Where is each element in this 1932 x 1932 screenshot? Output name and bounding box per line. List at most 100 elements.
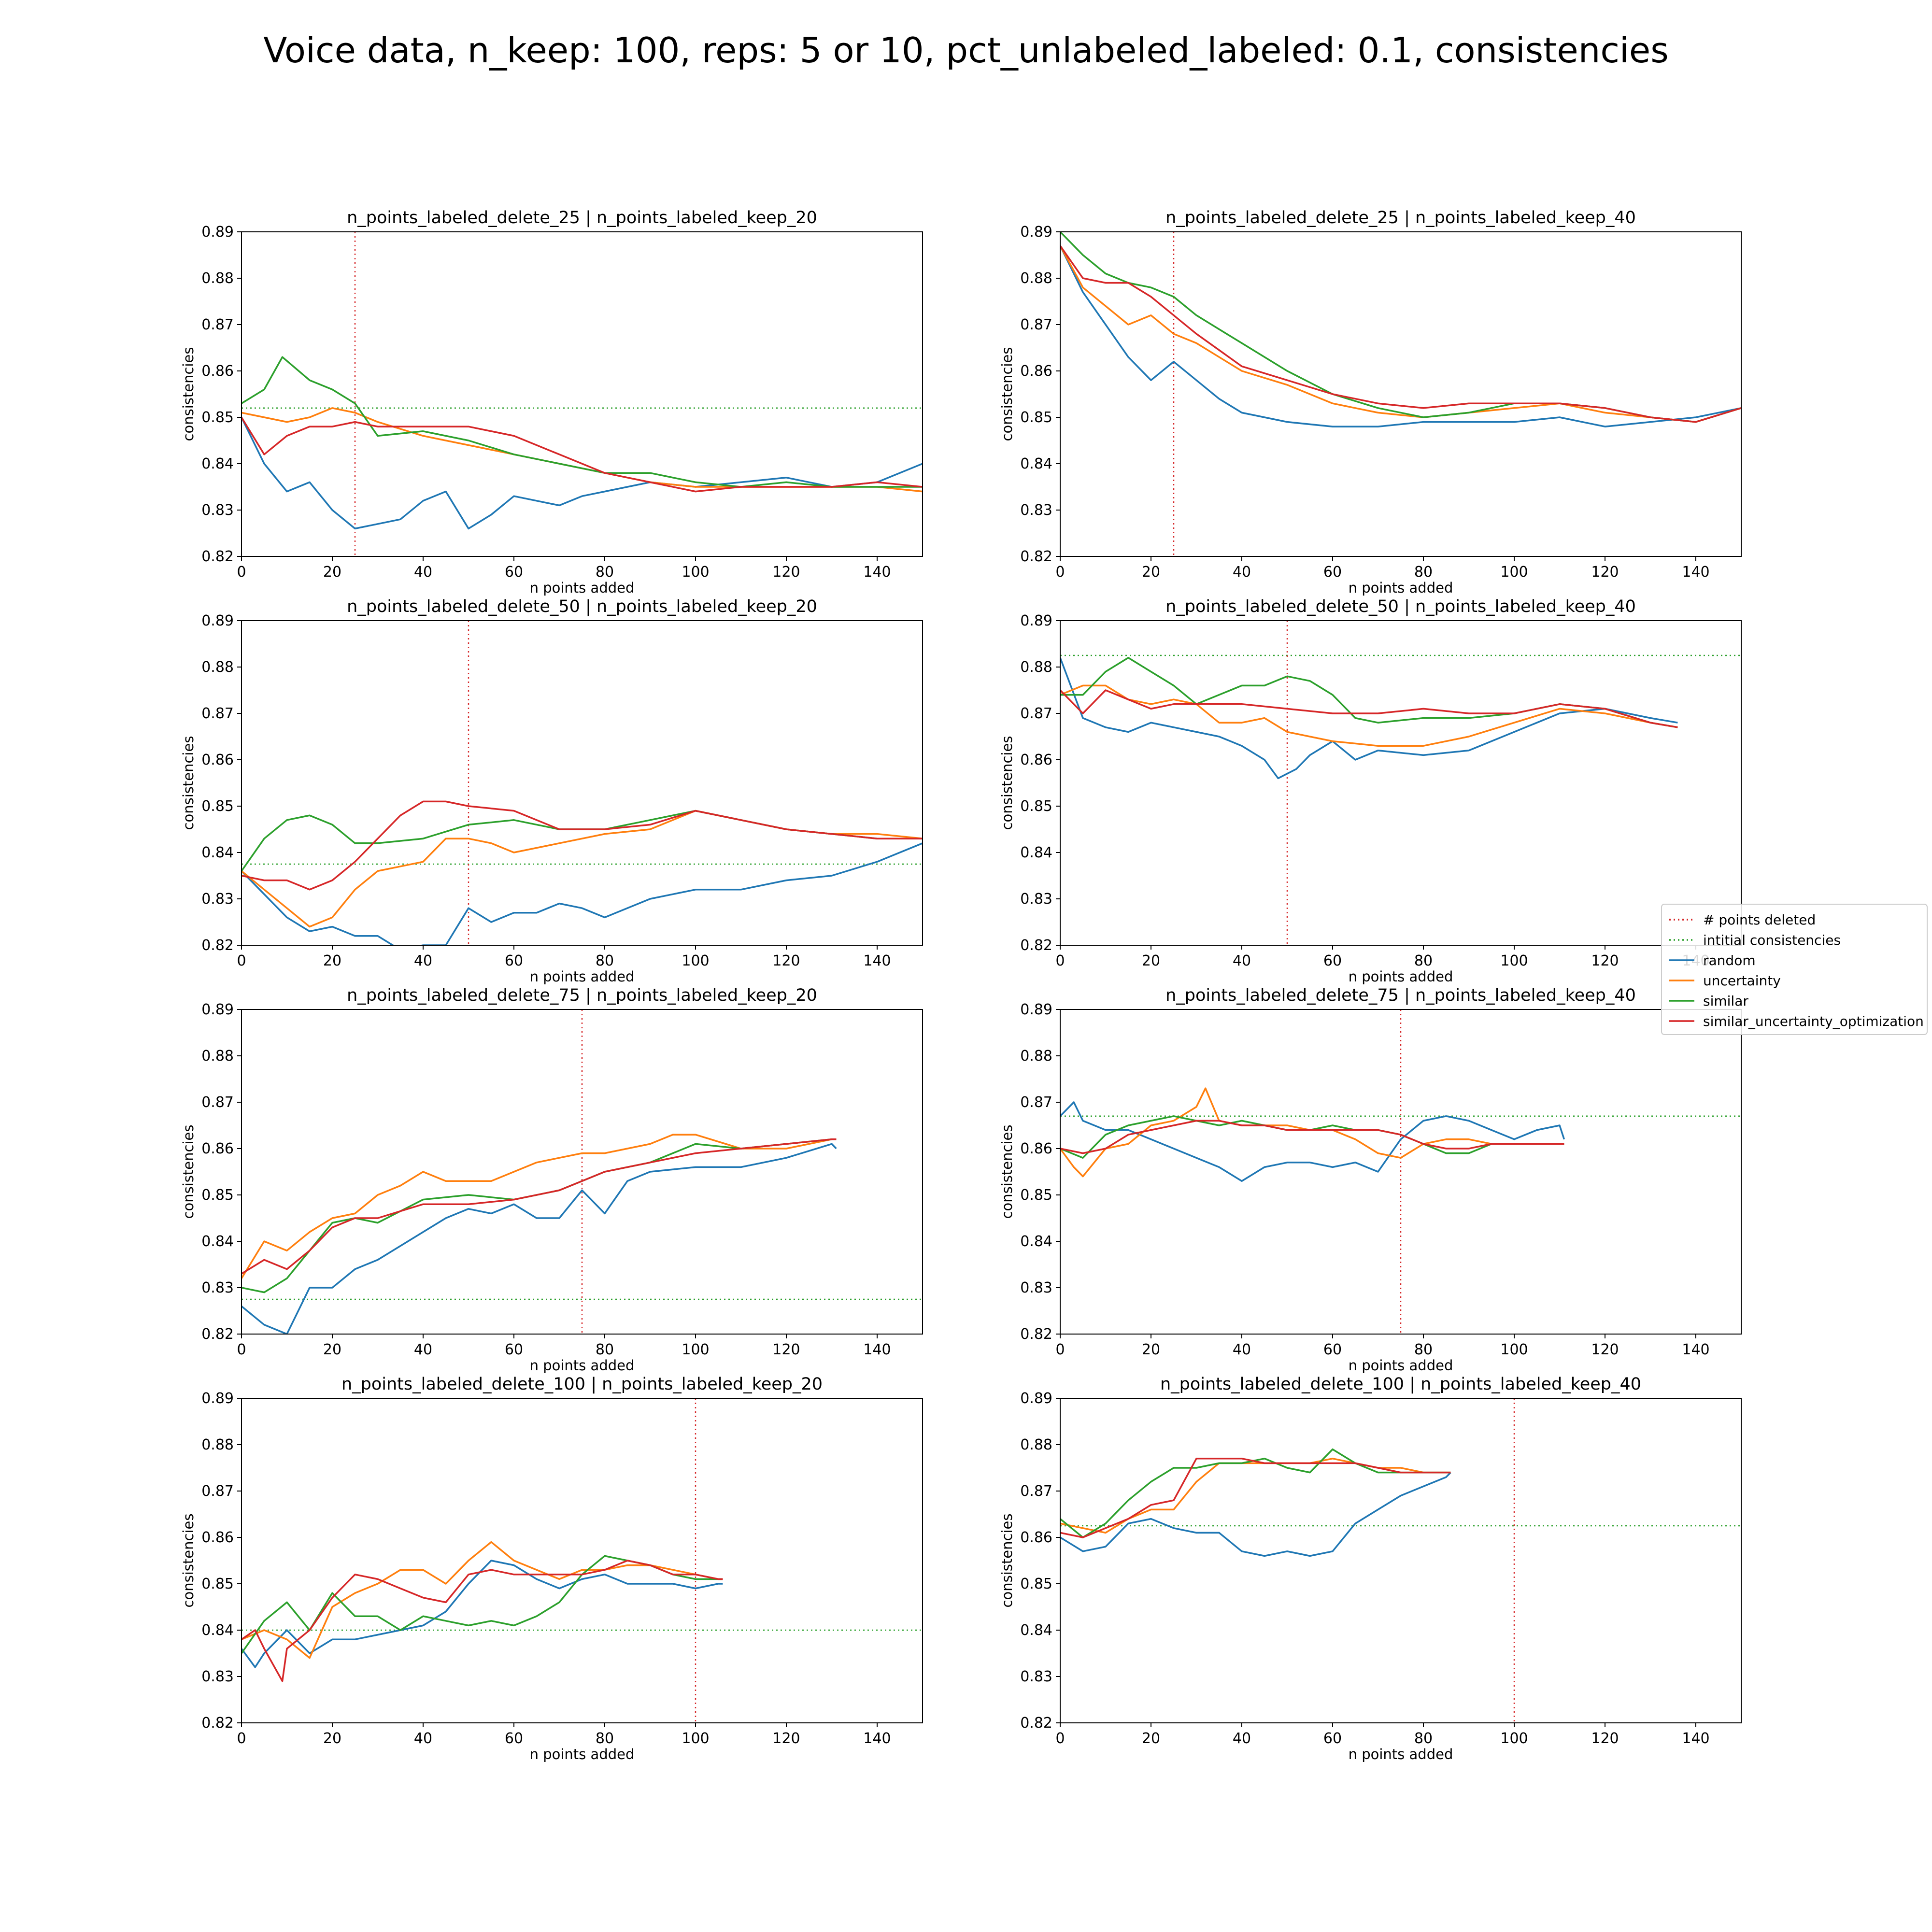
x-tick-label: 100 (682, 564, 709, 581)
plot-frame (241, 620, 923, 946)
x-tick-label: 40 (1233, 952, 1251, 969)
subplot-4: n_points_labeled_delete_50 | n_points_la… (999, 597, 1742, 985)
series-line-similar (242, 810, 923, 872)
y-tick-label: 0.86 (1020, 752, 1052, 768)
x-tick-label: 20 (323, 1341, 341, 1358)
x-tick-label: 60 (1323, 952, 1342, 969)
x-tick-label: 0 (1055, 952, 1065, 969)
y-tick-label: 0.85 (1020, 1576, 1052, 1592)
y-tick-label: 0.87 (201, 1483, 234, 1500)
y-axis-label: consistencies (999, 736, 1015, 830)
y-axis-label: consistencies (180, 1514, 197, 1608)
y-tick-label: 0.84 (1020, 1622, 1052, 1639)
series-line-similar-uncertainty-optimization (1060, 1120, 1564, 1154)
x-tick-label: 0 (1055, 1341, 1065, 1358)
y-tick-label: 0.86 (201, 1529, 234, 1546)
plot-frame (241, 1398, 923, 1723)
plot-frame (1060, 1009, 1742, 1335)
x-axis-label: n points added (1349, 968, 1453, 985)
y-tick-label: 0.88 (1020, 270, 1052, 287)
x-tick-label: 100 (1500, 564, 1528, 581)
y-tick-label: 0.83 (1020, 502, 1052, 519)
legend-entry: uncertainty (1703, 973, 1781, 989)
y-axis-label: consistencies (999, 1125, 1015, 1219)
series-line-similar-uncertainty-optimization (242, 1138, 837, 1275)
y-tick-label: 0.82 (201, 1715, 234, 1732)
series-line-random (242, 417, 923, 530)
x-tick-label: 100 (1500, 1730, 1528, 1747)
x-tick-label: 60 (505, 952, 523, 969)
figure-title: Voice data, n_keep: 100, reps: 5 or 10, … (263, 30, 1669, 71)
x-tick-label: 0 (237, 952, 246, 969)
legend: # points deleted intitial consistencies ra… (1661, 904, 1928, 1035)
y-tick-label: 0.86 (1020, 1529, 1052, 1546)
plot-frame (241, 1009, 923, 1335)
series-line-similar-uncertainty-optimization (1060, 245, 1741, 423)
x-tick-label: 0 (1055, 1730, 1065, 1747)
y-tick-label: 0.82 (201, 1326, 234, 1343)
series-line-uncertainty (242, 1541, 723, 1659)
plot-frame (241, 231, 923, 557)
x-tick-label: 60 (505, 1730, 523, 1747)
y-tick-label: 0.88 (201, 1048, 234, 1065)
y-tick-label: 0.84 (1020, 844, 1052, 861)
subplot-7: n_points_labeled_delete_100 | n_points_l… (180, 1375, 923, 1762)
y-tick-label: 0.85 (1020, 409, 1052, 426)
x-tick-label: 60 (1323, 564, 1342, 581)
y-tick-label: 0.88 (1020, 1048, 1052, 1065)
series-line-similar (1060, 657, 1678, 728)
x-tick-label: 60 (505, 564, 523, 581)
x-tick-label: 120 (772, 1341, 800, 1358)
y-axis-label: consistencies (180, 1125, 197, 1219)
y-tick-label: 0.89 (1020, 1001, 1052, 1018)
subplot-title: n_points_labeled_delete_100 | n_points_l… (1160, 1375, 1641, 1394)
y-tick-label: 0.83 (1020, 1668, 1052, 1685)
x-axis-label: n points added (530, 968, 635, 985)
legend-entry: # points deleted (1703, 912, 1816, 928)
y-tick-label: 0.85 (1020, 1187, 1052, 1204)
y-tick-label: 0.84 (201, 844, 234, 861)
subplot-5: n_points_labeled_delete_75 | n_points_la… (180, 986, 923, 1374)
y-tick-label: 0.86 (1020, 363, 1052, 380)
x-tick-label: 0 (1055, 564, 1065, 581)
x-tick-label: 40 (414, 1341, 432, 1358)
series-line-random (1060, 1472, 1451, 1557)
subplot-title: n_points_labeled_delete_25 | n_points_la… (1165, 208, 1636, 227)
y-tick-label: 0.87 (1020, 1483, 1052, 1500)
x-tick-label: 40 (1233, 564, 1251, 581)
y-tick-label: 0.88 (201, 270, 234, 287)
y-tick-label: 0.83 (201, 502, 234, 519)
subplot-title: n_points_labeled_delete_100 | n_points_l… (341, 1375, 823, 1394)
y-tick-label: 0.89 (201, 1390, 234, 1407)
plot-frame (1060, 620, 1742, 946)
x-tick-label: 120 (772, 1730, 800, 1747)
y-tick-label: 0.84 (201, 455, 234, 472)
y-tick-label: 0.89 (1020, 612, 1052, 629)
y-tick-label: 0.89 (201, 1001, 234, 1018)
x-axis-label: n points added (530, 1746, 635, 1762)
series-line-random (1060, 657, 1678, 780)
subplot-6: n_points_labeled_delete_75 | n_points_la… (999, 986, 1742, 1374)
series-line-uncertainty (242, 1134, 837, 1279)
series-line-similar (242, 356, 923, 488)
subplot-8: n_points_labeled_delete_100 | n_points_l… (999, 1375, 1742, 1762)
x-tick-label: 140 (863, 564, 891, 581)
x-tick-label: 100 (682, 1341, 709, 1358)
series-line-random (242, 842, 923, 945)
y-tick-label: 0.89 (1020, 224, 1052, 241)
y-axis-label: consistencies (180, 736, 197, 830)
y-tick-label: 0.84 (1020, 1233, 1052, 1250)
y-tick-label: 0.85 (201, 798, 234, 815)
x-tick-label: 0 (237, 564, 246, 581)
x-tick-label: 20 (323, 1730, 341, 1747)
y-tick-label: 0.84 (201, 1233, 234, 1250)
x-tick-label: 80 (1414, 1341, 1433, 1358)
x-tick-label: 80 (1414, 564, 1433, 581)
series-line-uncertainty (1060, 245, 1741, 423)
y-tick-label: 0.83 (1020, 1279, 1052, 1296)
x-tick-label: 20 (1142, 952, 1160, 969)
x-tick-label: 80 (1414, 952, 1433, 969)
x-tick-label: 100 (682, 952, 709, 969)
x-tick-label: 140 (863, 952, 891, 969)
